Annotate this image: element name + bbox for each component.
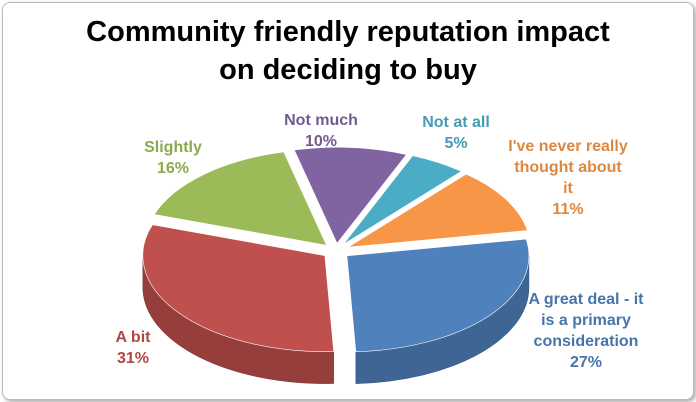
slice xyxy=(142,224,335,352)
value-label: 31% xyxy=(116,350,150,367)
pie-area xyxy=(142,147,530,384)
data-label: Not at all 5% xyxy=(411,112,501,154)
value-label: 11% xyxy=(552,201,584,218)
data-label: I've never really thought about it 11% xyxy=(508,136,628,220)
data-label: A great deal - it is a primary considera… xyxy=(521,289,651,373)
category-label: Not at all xyxy=(422,114,490,131)
slice xyxy=(293,147,407,244)
category-label: I've never really thought about it xyxy=(508,138,628,197)
category-label: A great deal - it is a primary considera… xyxy=(528,291,644,350)
value-label: 16% xyxy=(156,160,190,177)
value-label: 10% xyxy=(304,133,338,150)
slice xyxy=(347,173,528,248)
data-label: A bit 31% xyxy=(93,327,173,369)
value-label: 5% xyxy=(444,135,468,152)
slice xyxy=(346,238,530,352)
data-label: Not much 10% xyxy=(276,110,366,152)
category-label: Not much xyxy=(284,112,358,129)
slice xyxy=(153,151,328,246)
chart-title: Community friendly reputation impact on … xyxy=(86,16,610,86)
category-label: Slightly xyxy=(144,139,202,156)
data-label: Slightly 16% xyxy=(133,137,213,179)
slice xyxy=(343,155,462,245)
category-label: A bit xyxy=(115,329,151,346)
value-label: 27% xyxy=(569,354,603,371)
